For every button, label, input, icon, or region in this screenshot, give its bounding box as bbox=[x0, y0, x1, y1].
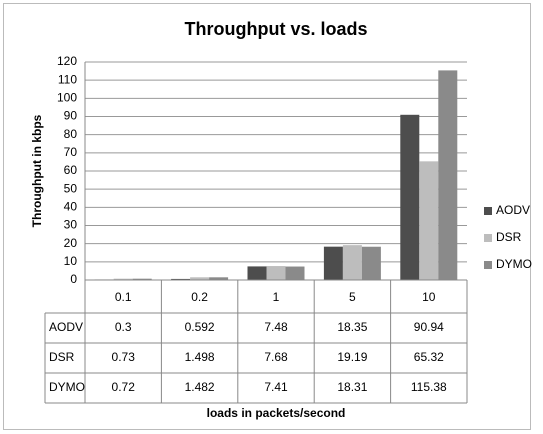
table-cell: 0.3 bbox=[115, 320, 132, 334]
table-cell: 18.35 bbox=[337, 320, 367, 334]
y-tick-label: 70 bbox=[64, 145, 78, 159]
y-tick-label: 10 bbox=[64, 254, 78, 268]
x-tick-label: 0.2 bbox=[191, 290, 208, 304]
table-cell: 0.592 bbox=[185, 320, 215, 334]
y-tick-label: 120 bbox=[57, 54, 77, 68]
y-tick-label: 110 bbox=[58, 72, 77, 86]
bar bbox=[171, 278, 191, 280]
bar bbox=[400, 114, 420, 281]
bar bbox=[266, 266, 286, 280]
bar bbox=[247, 266, 267, 280]
bar bbox=[419, 161, 439, 280]
bar bbox=[132, 278, 152, 280]
x-tick-label: 10 bbox=[422, 290, 436, 304]
bar bbox=[190, 277, 210, 280]
table-cell: 7.48 bbox=[264, 320, 288, 334]
bar bbox=[285, 266, 305, 280]
bar bbox=[342, 245, 362, 280]
table-cell: 0.72 bbox=[112, 380, 136, 394]
table-cell: 0.73 bbox=[112, 350, 136, 364]
bar bbox=[113, 278, 133, 280]
x-tick-label: 0.1 bbox=[115, 290, 132, 304]
table-row-label: DSR bbox=[49, 350, 75, 364]
x-axis-label: loads in packets/second bbox=[207, 406, 346, 420]
y-tick-label: 60 bbox=[64, 163, 78, 177]
x-tick-label: 5 bbox=[349, 290, 356, 304]
legend-swatch bbox=[484, 261, 492, 269]
y-tick-label: 50 bbox=[64, 181, 78, 195]
y-tick-label: 30 bbox=[64, 218, 78, 232]
y-tick-label: 40 bbox=[64, 200, 78, 214]
y-tick-label: 20 bbox=[64, 236, 78, 250]
table-cell: 90.94 bbox=[414, 320, 444, 334]
table-cell: 115.38 bbox=[411, 380, 447, 394]
legend-label: AODV bbox=[496, 203, 530, 217]
legend-swatch bbox=[484, 234, 492, 242]
table-row-label: AODV bbox=[49, 320, 83, 334]
bar bbox=[209, 277, 229, 280]
y-axis-label: Throughput in kbps bbox=[30, 114, 44, 227]
legend-swatch bbox=[484, 207, 492, 215]
table-row-label: DYMO bbox=[49, 380, 85, 394]
y-tick-label: 0 bbox=[70, 272, 77, 286]
y-tick-label: 90 bbox=[64, 109, 78, 123]
bar bbox=[323, 246, 343, 280]
bar bbox=[438, 70, 458, 280]
legend-label: DYMO bbox=[496, 257, 532, 271]
table-cell: 65.32 bbox=[414, 350, 444, 364]
y-tick-label: 100 bbox=[57, 91, 77, 105]
table-cell: 1.498 bbox=[185, 350, 215, 364]
bar bbox=[361, 246, 381, 280]
chart-title: Throughput vs. loads bbox=[185, 19, 368, 39]
table-cell: 18.31 bbox=[337, 380, 367, 394]
table-cell: 1.482 bbox=[185, 380, 215, 394]
table-cell: 7.68 bbox=[264, 350, 288, 364]
legend-label: DSR bbox=[496, 230, 522, 244]
table-cell: 7.41 bbox=[264, 380, 288, 394]
table-cell: 19.19 bbox=[337, 350, 367, 364]
x-tick-label: 1 bbox=[273, 290, 280, 304]
y-tick-label: 80 bbox=[64, 127, 78, 141]
